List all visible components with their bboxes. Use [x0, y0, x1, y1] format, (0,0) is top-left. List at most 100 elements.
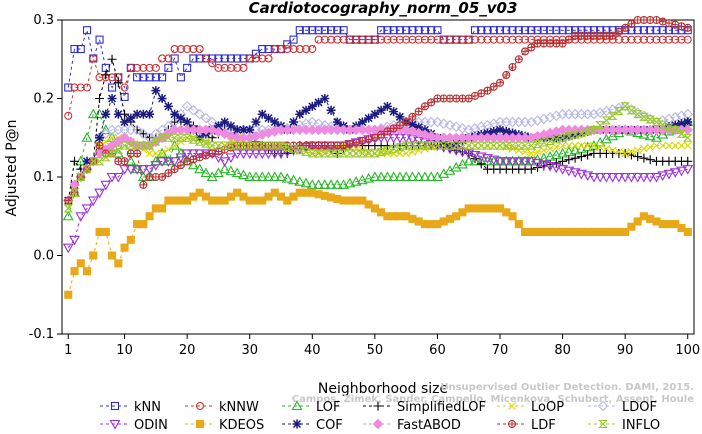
legend-label-odin: ODIN	[134, 418, 168, 433]
data-point-lof	[394, 171, 406, 182]
legend-item-loop: LoOP	[497, 400, 564, 415]
data-point-knnw	[489, 35, 498, 44]
y-tick-label: 0.2	[33, 92, 54, 107]
data-point-knnw	[458, 35, 467, 44]
data-point-odin	[550, 163, 562, 174]
x-tick-label: 20	[179, 343, 196, 358]
data-point-inflo	[507, 141, 518, 150]
data-point-odin	[100, 180, 112, 191]
data-point-knnw	[183, 44, 192, 54]
data-point-odin	[600, 172, 612, 183]
data-point-odin	[263, 149, 274, 160]
data-point-cof	[101, 109, 111, 119]
data-point-inflo	[238, 141, 249, 150]
data-point-odin	[532, 158, 544, 169]
data-point-cof	[495, 125, 505, 135]
data-point-odin	[525, 157, 537, 167]
data-point-knnw	[664, 35, 674, 44]
data-point-inflo	[294, 146, 305, 155]
data-point-ldf	[627, 19, 636, 28]
data-point-lof	[256, 171, 268, 182]
y-tick-label: 0.0	[33, 249, 54, 264]
data-point-kdeos	[683, 227, 692, 236]
legend-marker-odin	[109, 419, 121, 430]
data-point-lof	[356, 174, 368, 185]
data-point-knnw	[383, 35, 392, 44]
data-point-inflo	[107, 149, 117, 158]
data-point-loop	[158, 149, 167, 158]
chart-title: Cardiotocography_norm_05_v03	[249, 0, 518, 17]
data-point-inflo	[326, 149, 336, 158]
data-point-odin	[169, 157, 181, 167]
data-point-inflo	[445, 141, 455, 150]
data-point-lof	[375, 171, 387, 182]
legend-item-simplifiedlof: SimplifiedLOF	[363, 400, 486, 415]
data-point-lof	[62, 210, 74, 221]
data-point-inflo	[432, 141, 443, 150]
data-point-knnw	[339, 35, 348, 44]
data-point-knn	[527, 26, 536, 35]
data-point-inflo	[213, 141, 224, 150]
legend-marker-knnw	[195, 401, 205, 411]
data-point-knnw	[408, 35, 417, 44]
data-point-ldf	[95, 141, 104, 150]
data-point-knn	[508, 26, 517, 35]
data-point-inflo	[69, 188, 80, 197]
data-point-ldof	[188, 104, 199, 116]
data-point-inflo	[545, 136, 555, 145]
data-point-cof	[332, 117, 342, 127]
data-point-inflo	[301, 147, 311, 156]
data-point-odin	[557, 165, 569, 175]
data-point-inflo	[626, 106, 637, 115]
data-point-knnw	[639, 35, 648, 44]
data-point-ldf	[176, 161, 185, 170]
series-line-knnw	[67, 39, 688, 116]
data-point-lof	[638, 128, 650, 139]
axes: 1 10 20 30 40 50 60 70 80 90 100 -0.1 0.0 0.1 0.2 0.3	[29, 13, 701, 358]
data-point-odin	[632, 172, 644, 183]
data-point-cof	[257, 109, 267, 119]
data-point-knnw	[327, 35, 336, 44]
data-point-ldf	[120, 157, 129, 166]
data-point-ldf	[683, 23, 692, 32]
data-point-simplifiedlof	[639, 153, 649, 163]
data-point-loop	[145, 149, 154, 158]
data-point-ldf	[383, 127, 392, 136]
data-point-knnw	[214, 63, 223, 72]
data-point-knn	[70, 44, 79, 54]
y-tick-label: 0.1	[33, 170, 54, 185]
legend-marker-fastabod	[372, 418, 384, 430]
data-point-cof	[107, 94, 117, 103]
legend-label-cof: COF	[316, 418, 343, 433]
data-point-knnw	[333, 35, 342, 44]
data-point-ldf	[614, 27, 623, 36]
data-point-loop	[671, 141, 680, 150]
data-point-inflo	[226, 141, 236, 150]
data-point-inflo	[269, 141, 280, 150]
legend-item-inflo: INFLO	[588, 418, 660, 433]
data-point-kdeos	[158, 204, 167, 213]
data-point-knn	[264, 44, 273, 54]
data-point-ldf	[420, 102, 429, 111]
data-point-knn	[327, 26, 336, 35]
data-point-knn	[214, 54, 223, 63]
data-point-kdeos	[120, 243, 129, 252]
data-point-inflo	[100, 153, 111, 162]
data-point-knnw	[239, 63, 248, 72]
data-point-knn	[514, 26, 523, 35]
data-point-knn	[546, 26, 555, 35]
data-point-cof	[151, 86, 161, 96]
data-point-knnw	[402, 35, 411, 44]
data-point-ldof	[194, 108, 205, 120]
data-point-odin	[131, 165, 143, 175]
data-point-loop	[652, 141, 661, 150]
data-point-loop	[640, 144, 648, 153]
data-point-odin	[175, 153, 187, 163]
data-point-inflo	[601, 116, 612, 125]
data-point-inflo	[219, 141, 230, 150]
data-point-kdeos	[621, 227, 630, 236]
data-point-lof	[87, 108, 99, 119]
data-point-inflo	[670, 125, 681, 134]
data-point-knnw	[270, 44, 279, 54]
data-point-cof	[301, 105, 311, 115]
